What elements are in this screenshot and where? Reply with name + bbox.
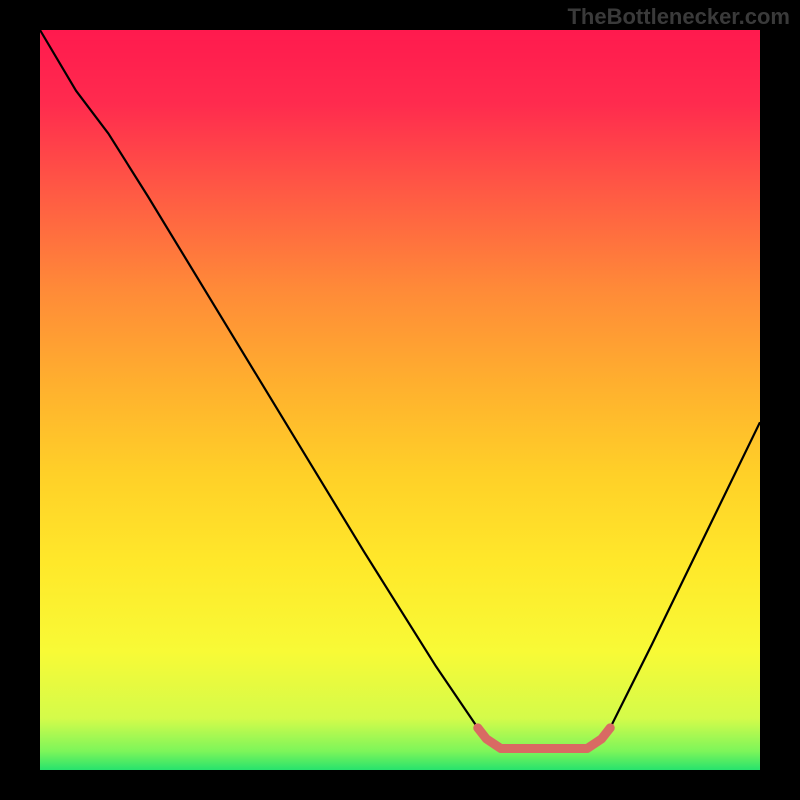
- plot-background: [40, 30, 760, 770]
- watermark-text: TheBottlenecker.com: [567, 4, 790, 30]
- v-curve-chart: [0, 0, 800, 800]
- chart-container: TheBottlenecker.com: [0, 0, 800, 800]
